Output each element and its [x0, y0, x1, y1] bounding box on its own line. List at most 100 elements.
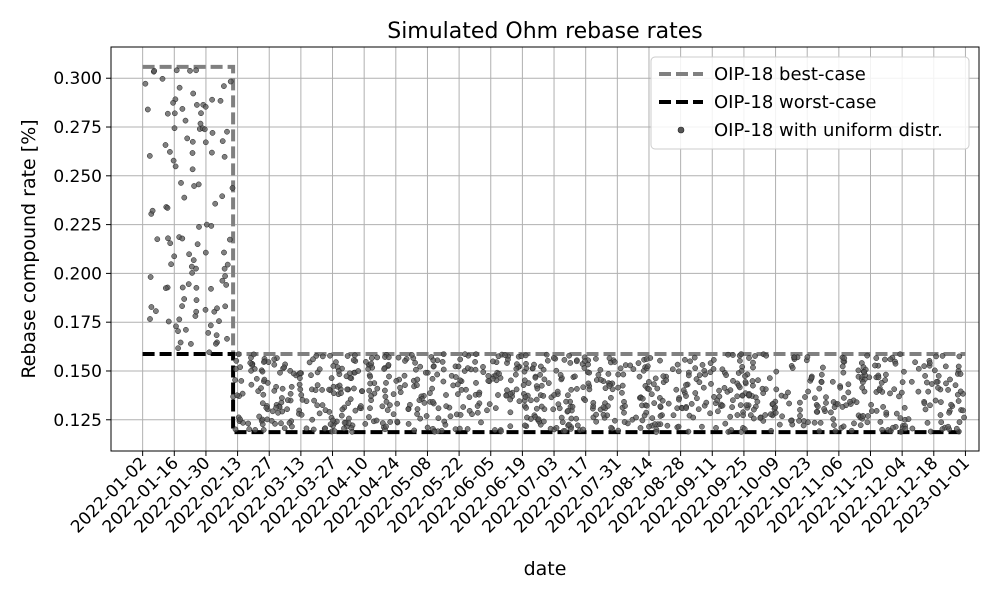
scatter-point	[937, 412, 944, 418]
scatter-point	[938, 399, 944, 405]
scatter-point	[901, 368, 907, 375]
scatter-point	[883, 409, 890, 416]
scatter-point	[574, 422, 581, 429]
scatter-point	[600, 411, 607, 418]
scatter-point	[657, 357, 663, 364]
scatter-point	[551, 392, 557, 398]
scatter-point	[800, 422, 807, 429]
scatter-point	[600, 404, 607, 411]
scatter-point	[386, 373, 392, 380]
scatter-point	[221, 249, 227, 256]
scatter-point	[663, 377, 670, 384]
scatter-point	[523, 360, 529, 367]
scatter-point	[221, 83, 227, 89]
scatter-point	[368, 393, 374, 399]
scatter-point	[715, 408, 721, 415]
scatter-point	[312, 387, 319, 393]
scatter-point	[939, 426, 946, 432]
scatter-point	[486, 401, 493, 407]
scatter-point	[440, 378, 447, 385]
scatter-point	[213, 340, 219, 347]
scatter-point	[735, 382, 742, 389]
scatter-point	[898, 429, 904, 435]
scatter-point	[834, 401, 841, 407]
scatter-point	[522, 394, 529, 400]
scatter-point	[338, 390, 344, 396]
scatter-point	[533, 396, 540, 403]
scatter-point	[284, 397, 291, 403]
y-tick-label: 0.150	[53, 362, 102, 382]
scatter-point	[762, 412, 769, 418]
scatter-point	[897, 415, 904, 421]
scatter-point	[462, 351, 468, 358]
scatter-point	[219, 277, 226, 284]
plot-frame	[110, 46, 980, 452]
scatter-point	[154, 236, 161, 243]
scatter-point	[289, 423, 295, 430]
scatter-point	[223, 282, 230, 288]
series-lines	[142, 64, 966, 435]
scatter-point	[352, 407, 359, 414]
scatter-point	[485, 373, 492, 379]
scatter-point	[313, 353, 320, 359]
scatter-point	[694, 395, 700, 402]
scatter-point	[840, 369, 847, 376]
scatter-point	[682, 356, 688, 363]
scatter-point	[405, 421, 412, 427]
scatter-point	[213, 332, 220, 339]
scatter-point	[330, 383, 337, 390]
scatter-point	[316, 366, 323, 373]
scatter-point	[232, 377, 238, 383]
scatter-point	[327, 352, 333, 359]
scatter-point	[193, 67, 199, 74]
scatter-points	[142, 67, 967, 435]
scatter-point	[308, 372, 314, 379]
scatter-point	[567, 360, 574, 366]
scatter-point	[773, 368, 780, 375]
scatter-point	[385, 362, 392, 368]
scatter-point	[880, 404, 886, 410]
scatter-point	[397, 384, 403, 391]
scatter-point	[367, 373, 374, 380]
scatter-point	[845, 381, 852, 388]
scatter-point	[416, 397, 423, 404]
scatter-point	[621, 409, 627, 416]
scatter-point	[908, 378, 915, 385]
scatter-point	[287, 390, 294, 397]
scatter-point	[653, 429, 660, 435]
scatter-point	[366, 387, 373, 394]
scatter-point	[737, 402, 744, 408]
scatter-point	[503, 392, 510, 399]
scatter-point	[608, 394, 614, 401]
scatter-point	[848, 427, 855, 434]
scatter-point	[518, 353, 525, 360]
scatter-point	[472, 366, 479, 373]
scatter-point	[252, 427, 259, 433]
scatter-point	[873, 408, 880, 414]
scatter-point	[390, 391, 397, 397]
scatter-point	[259, 421, 266, 428]
scatter-point	[422, 369, 429, 376]
scatter-point	[646, 379, 652, 385]
y-axis-ticks: 0.125 0.150 0.175 0.200 0.225 0.250 0.275 0.300	[53, 69, 111, 431]
scatter-point	[182, 117, 189, 124]
scatter-point	[754, 398, 761, 405]
scatter-point	[522, 422, 528, 429]
scatter-point	[929, 381, 935, 387]
scatter-point	[823, 394, 829, 401]
chart-title: Simulated Ohm rebase rates	[387, 19, 703, 44]
scatter-point	[619, 389, 625, 396]
scatter-point	[193, 297, 200, 303]
scatter-point	[394, 418, 401, 425]
scatter-point	[802, 394, 808, 400]
scatter-point	[839, 404, 846, 410]
scatter-point	[933, 379, 940, 385]
scatter-point	[859, 384, 866, 391]
y-tick-label: 0.300	[53, 69, 102, 89]
scatter-point	[443, 403, 450, 410]
scatter-point	[956, 419, 963, 425]
scatter-point	[912, 359, 918, 366]
scatter-point	[460, 404, 467, 410]
scatter-point	[202, 306, 209, 313]
scatter-point	[716, 393, 723, 400]
